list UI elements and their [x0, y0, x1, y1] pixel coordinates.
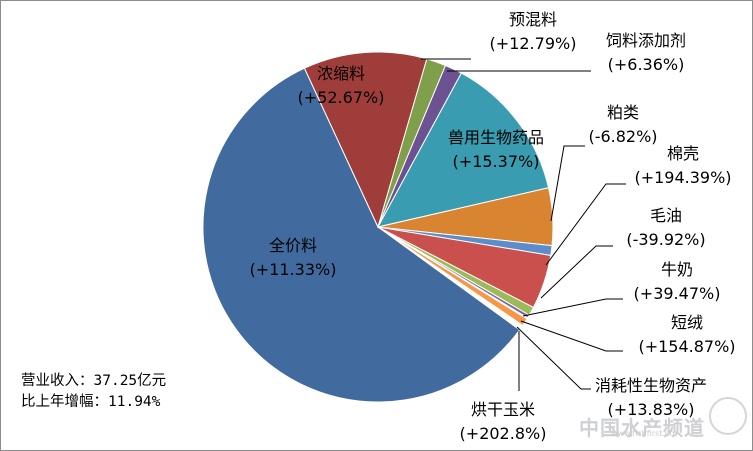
slice-label-4: 兽用生物药品	[448, 128, 544, 147]
slice-change-7: (-39.92%)	[626, 230, 705, 249]
leader-line-5	[550, 145, 585, 222]
watermark-text: 中国水产频道	[579, 416, 705, 440]
slice-change-9: (+154.87%)	[638, 337, 735, 356]
slice-change-6: (+194.39%)	[634, 168, 731, 187]
slice-label-0: 全价料	[269, 236, 317, 255]
slice-label-2: 预混料	[509, 10, 557, 29]
slice-change-1: (+52.67%)	[298, 88, 385, 107]
slice-label-5: 粕类	[607, 103, 639, 122]
slice-change-10: (+13.83%)	[608, 400, 695, 419]
leader-line-6	[545, 183, 626, 266]
slice-label-1: 浓缩料	[317, 64, 365, 83]
slice-label-10: 消耗性生物资产	[595, 376, 707, 395]
slice-change-4: (+15.37%)	[453, 152, 540, 171]
revenue-text: 营业收入：37.25亿元	[21, 373, 167, 389]
watermark-url: www.fishfirst.cn	[611, 429, 675, 438]
slice-label-6: 棉壳	[667, 144, 699, 163]
leader-line-8	[522, 298, 623, 317]
slice-label-3: 饲料添加剂	[606, 31, 686, 50]
leader-line-7	[540, 245, 613, 299]
slice-label-9: 短绒	[671, 313, 703, 332]
pie-slice-1	[303, 51, 428, 229]
slice-change-11: (+202.8%)	[460, 424, 547, 443]
summary-text: 营业收入：37.25亿元 比上年增幅：11.94%	[21, 371, 166, 413]
leader-line-10	[516, 326, 591, 390]
slice-label-8: 牛奶	[661, 260, 693, 279]
slice-change-0: (+11.33%)	[250, 260, 337, 279]
watermark-emblem-icon	[709, 397, 747, 435]
growth-text: 比上年增幅：11.94%	[21, 394, 161, 410]
slice-label-11: 烘干玉米	[471, 400, 535, 419]
pie-slice-0	[202, 67, 521, 403]
leader-line-9	[520, 320, 623, 352]
slice-change-2: (+12.79%)	[490, 34, 577, 53]
slice-change-3: (+6.36%)	[608, 55, 685, 74]
slice-change-8: (+39.47%)	[634, 284, 721, 303]
slice-label-7: 毛油	[650, 206, 682, 225]
slice-change-5: (-6.82%)	[588, 127, 657, 146]
pie-slice-4	[377, 72, 550, 228]
